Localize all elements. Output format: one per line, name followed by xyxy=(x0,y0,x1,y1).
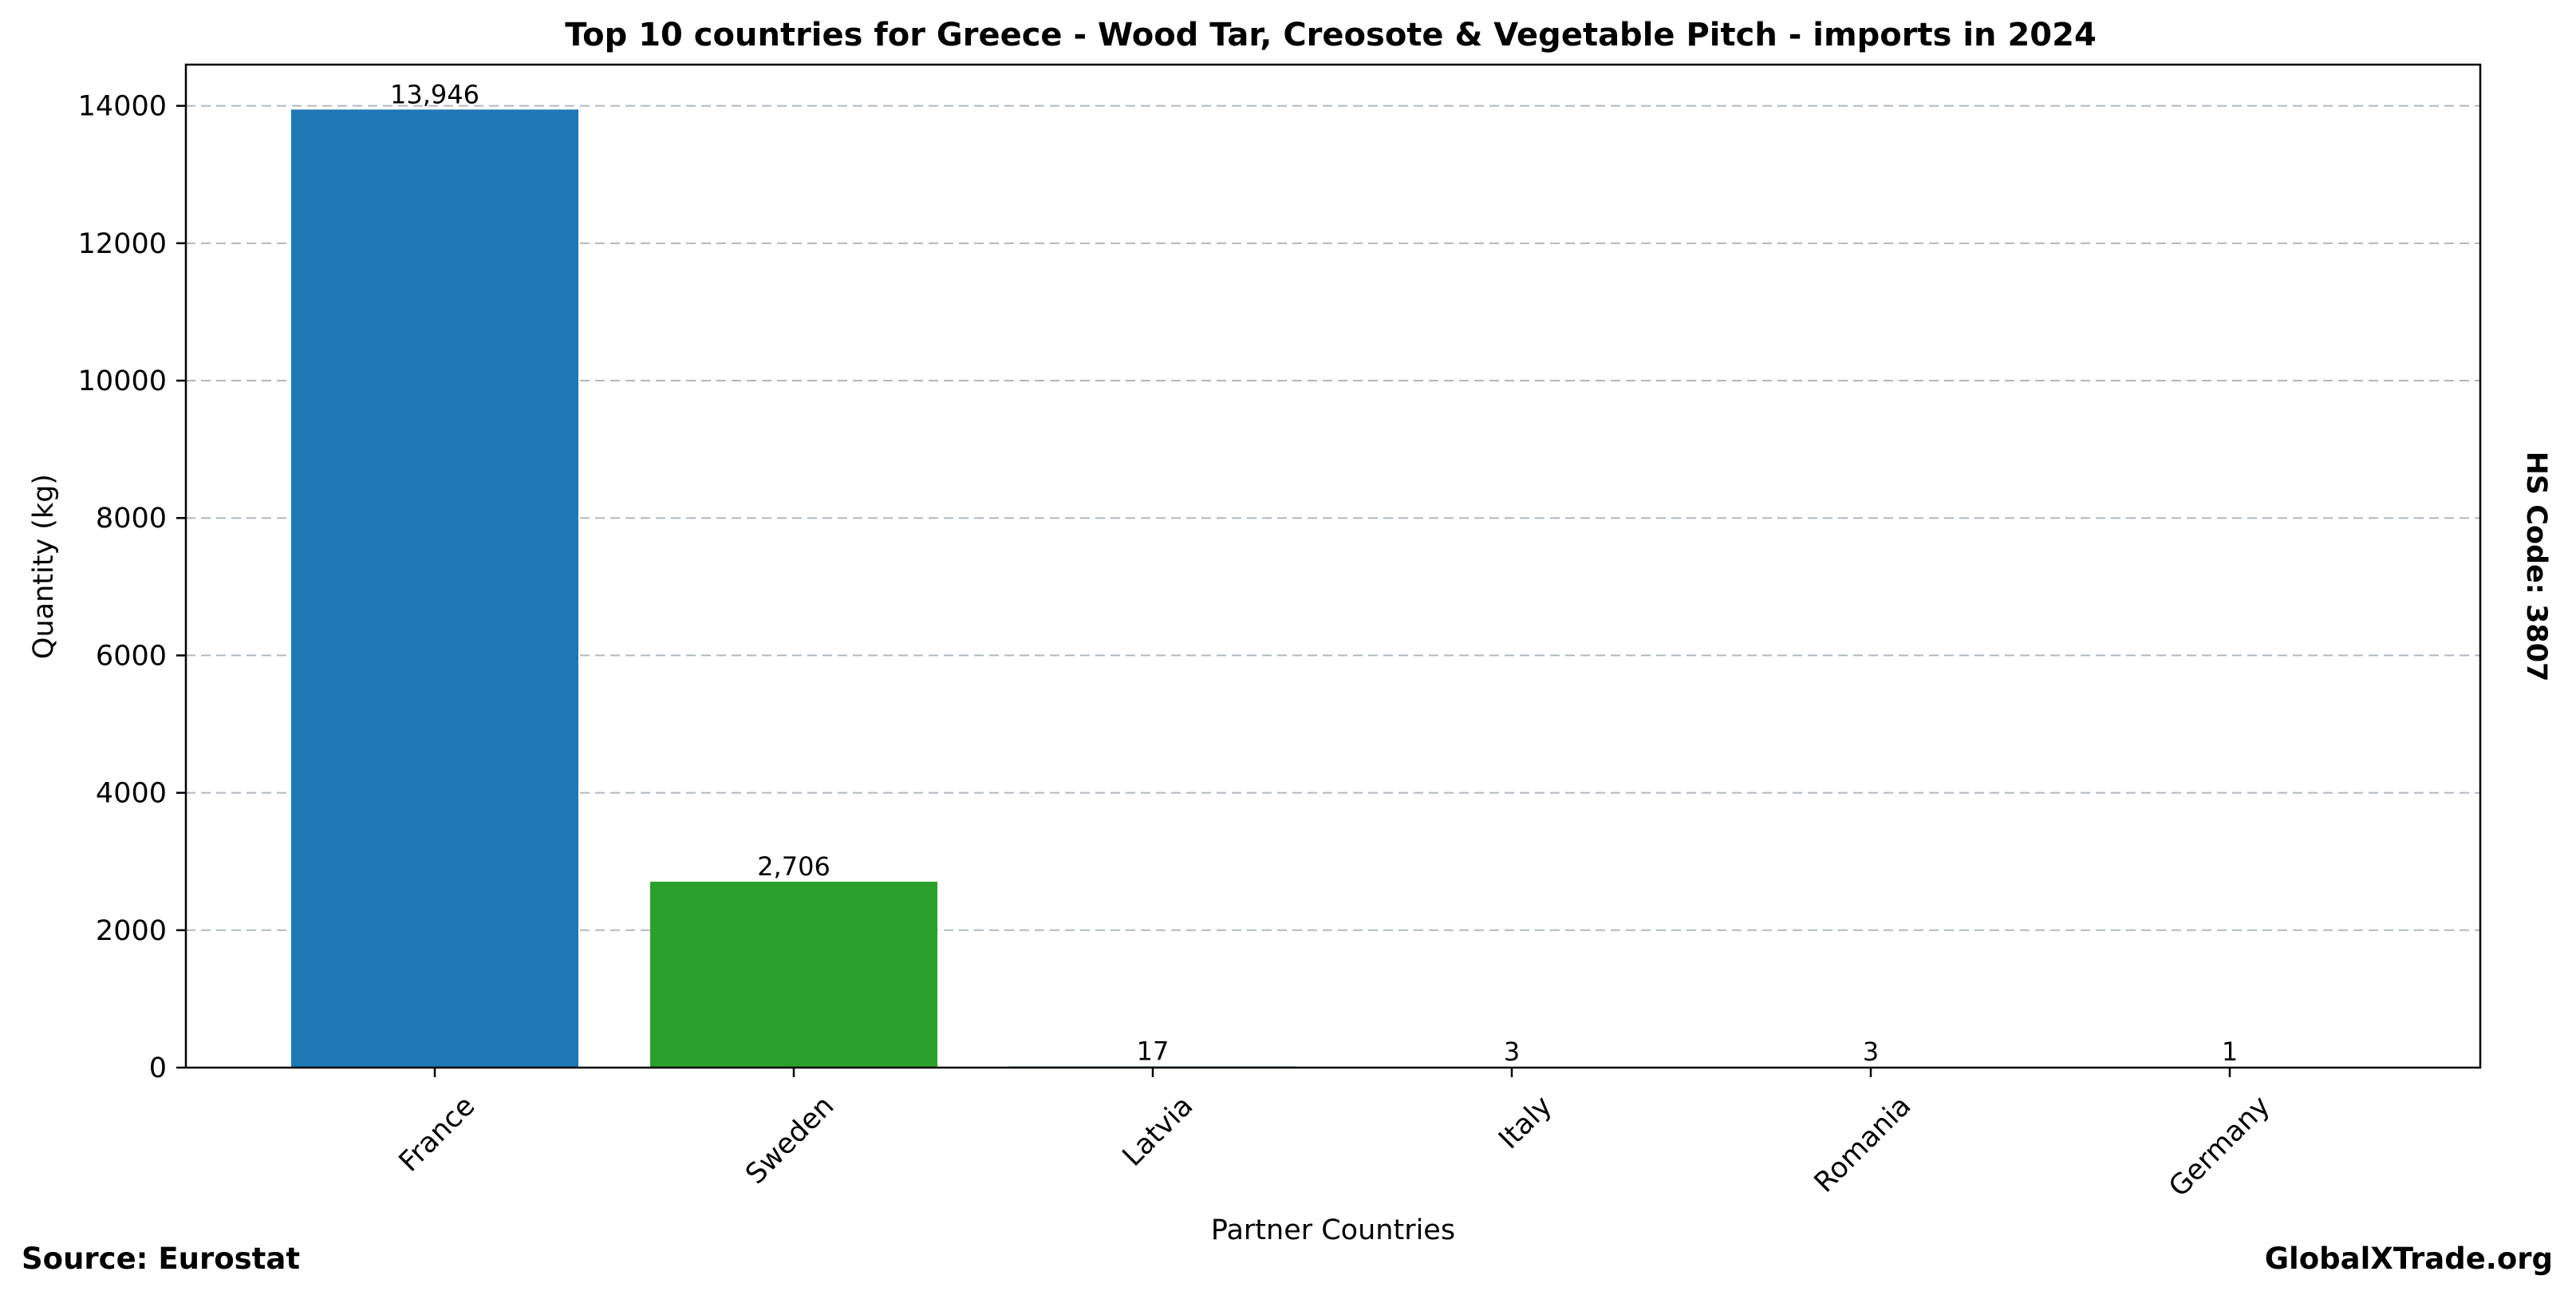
y-tick-label: 10000 xyxy=(78,365,167,397)
y-axis-ticks: 0 2000 4000 6000 8000 10000 12000 14000 xyxy=(78,91,186,1084)
x-tick-label-latvia: Latvia xyxy=(1117,1090,1200,1173)
y-tick-label: 14000 xyxy=(78,91,167,123)
bars xyxy=(291,109,2373,1068)
y-tick-label: 0 xyxy=(149,1052,167,1084)
bar-france xyxy=(291,109,578,1068)
bar-sweden xyxy=(650,882,937,1068)
y-tick-label: 4000 xyxy=(96,778,167,810)
x-tick-label-italy: Italy xyxy=(1493,1090,1558,1155)
x-tick-label-sweden: Sweden xyxy=(740,1090,840,1190)
y-tick-label: 6000 xyxy=(96,640,167,672)
x-tick-label-france: France xyxy=(393,1090,482,1179)
data-label-romania: 3 xyxy=(1863,1036,1879,1067)
brand-label: GlobalXTrade.org xyxy=(2265,1242,2553,1276)
data-label-latvia: 17 xyxy=(1137,1036,1170,1067)
x-tick-label-germany: Germany xyxy=(2163,1090,2276,1203)
x-tick-label-romania: Romania xyxy=(1809,1090,1918,1199)
x-axis-label: Partner Countries xyxy=(1211,1214,1455,1246)
y-tick-label: 2000 xyxy=(96,915,167,947)
data-label-france: 13,946 xyxy=(390,79,479,109)
y-tick-label: 12000 xyxy=(78,228,167,260)
data-labels: 13,946 2,706 17 3 3 1 xyxy=(390,79,2238,1067)
hs-code-label: HS Code: 3807 xyxy=(2520,452,2552,682)
x-axis-ticks: France Sweden Latvia Italy Romania Germany xyxy=(393,1068,2276,1203)
source-label: Source: Eurostat xyxy=(22,1242,300,1276)
plot-frame xyxy=(184,63,2482,1069)
y-axis-label: Quantity (kg) xyxy=(28,474,60,659)
y-tick-label: 8000 xyxy=(96,503,167,535)
data-label-italy: 3 xyxy=(1504,1036,1520,1067)
data-label-germany: 1 xyxy=(2222,1036,2238,1067)
data-label-sweden: 2,706 xyxy=(757,851,830,882)
chart-title: Top 10 countries for Greece - Wood Tar, … xyxy=(565,17,2097,53)
